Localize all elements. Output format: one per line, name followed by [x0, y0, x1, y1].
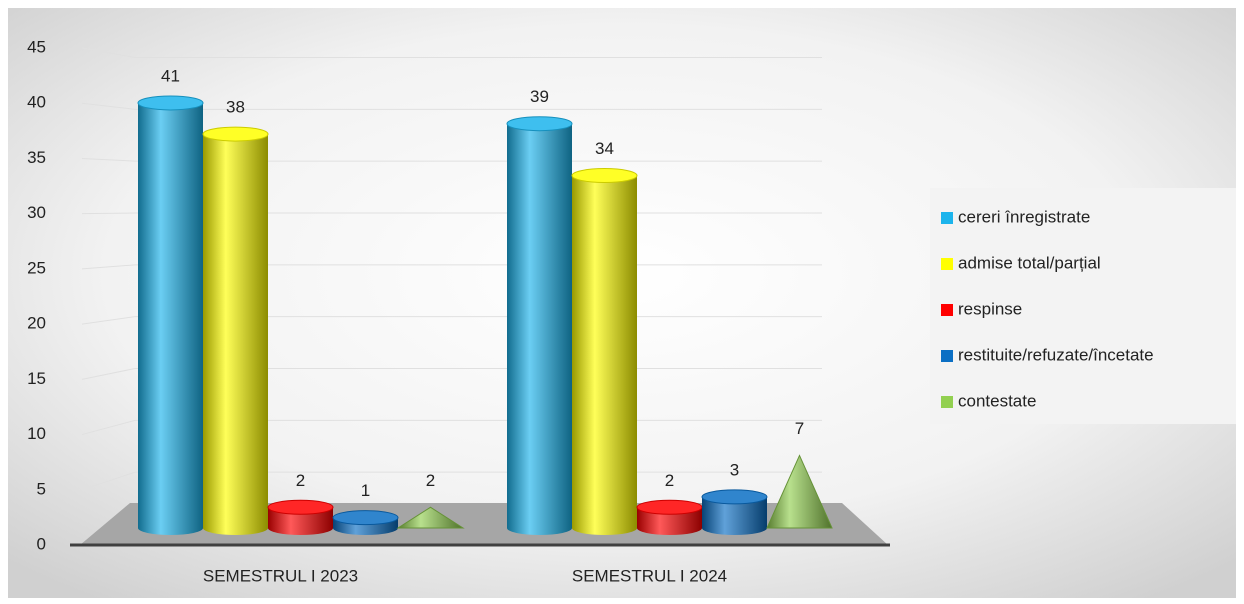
cylinder-top	[202, 126, 269, 142]
cylinder-body	[572, 175, 637, 536]
pyramid	[396, 506, 465, 529]
y-tick-label: 15	[27, 369, 46, 388]
y-tick-label: 45	[27, 37, 46, 56]
cylinder-body	[138, 102, 203, 535]
y-tick-label: 5	[37, 479, 46, 498]
y-tick-label: 35	[27, 148, 46, 167]
legend-label: cereri înregistrate	[958, 207, 1090, 226]
y-tick-label: 25	[27, 258, 46, 277]
cylinder	[267, 499, 334, 535]
data-label: 38	[226, 98, 245, 117]
legend-label: contestate	[958, 391, 1036, 410]
legend-label: respinse	[958, 299, 1022, 318]
y-tick-label: 40	[27, 93, 46, 112]
legend-swatch	[941, 350, 953, 362]
cylinder-top	[267, 499, 334, 515]
cylinder-body	[268, 507, 333, 535]
cylinder-body	[637, 507, 702, 535]
pyramid	[766, 454, 833, 529]
cylinder-top	[571, 168, 638, 184]
cylinder	[571, 168, 638, 536]
x-tick-label: SEMESTRUL I 2024	[572, 566, 727, 585]
legend	[930, 188, 1236, 424]
cylinder-top	[506, 116, 573, 132]
cylinder-top	[137, 95, 204, 111]
cylinder-top	[701, 489, 768, 505]
cylinder	[332, 510, 399, 535]
y-tick-label: 20	[27, 314, 46, 333]
grid-line	[81, 316, 136, 325]
cylinder-body	[203, 134, 268, 536]
data-label: 1	[361, 481, 370, 500]
legend-label: restituite/refuzate/încetate	[958, 345, 1154, 364]
x-tick-label: SEMESTRUL I 2023	[203, 566, 358, 585]
y-tick-label: 0	[37, 534, 46, 553]
y-tick-label: 30	[27, 203, 46, 222]
legend-swatch	[941, 212, 953, 224]
cylinder-body	[702, 496, 767, 535]
cylinder-top	[332, 510, 399, 526]
grid-line	[81, 264, 136, 270]
legend-label: admise total/parțial	[958, 253, 1101, 272]
data-label: 2	[665, 471, 674, 490]
cylinder-top	[636, 499, 703, 515]
data-label: 3	[730, 460, 739, 479]
legend-swatch	[941, 396, 953, 408]
grid-line	[81, 47, 136, 58]
grid-line	[81, 102, 136, 110]
cylinder	[506, 116, 573, 535]
data-label: 39	[530, 87, 549, 106]
grid-line	[81, 471, 136, 491]
data-label: 41	[161, 66, 180, 85]
grid-line	[81, 212, 136, 215]
cylinder	[701, 489, 768, 535]
cylinder	[202, 126, 269, 536]
cylinder	[137, 95, 204, 535]
legend-swatch	[941, 258, 953, 270]
y-tick-label: 10	[27, 424, 46, 443]
grid-line	[81, 368, 136, 380]
data-label: 34	[595, 139, 614, 158]
legend-swatch	[941, 304, 953, 316]
grid-line	[81, 419, 136, 436]
data-label: 2	[296, 471, 305, 490]
grid-line	[81, 157, 136, 162]
cylinder-body	[507, 123, 572, 535]
data-label: 2	[426, 471, 435, 490]
cylinder	[636, 499, 703, 535]
data-label: 7	[795, 419, 804, 438]
